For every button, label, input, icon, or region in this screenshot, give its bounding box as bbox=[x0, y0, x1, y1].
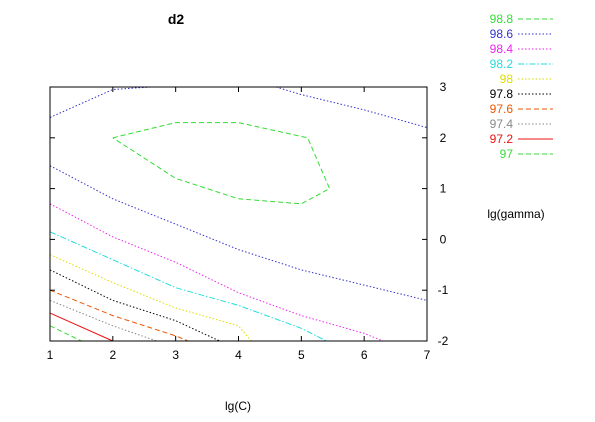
contour-line-98-8-0 bbox=[112, 122, 331, 205]
contour-line-97-4-0 bbox=[49, 299, 157, 342]
y-axis-label: lg(gamma) bbox=[487, 207, 544, 221]
y-tick-label: 3 bbox=[440, 80, 447, 94]
legend-label-97-6: 97.6 bbox=[490, 102, 514, 116]
contour-line-97-2-0 bbox=[49, 312, 114, 342]
contour-line-98-4-0 bbox=[49, 203, 384, 342]
contour-line-98-2-0 bbox=[49, 231, 327, 342]
x-tick-label: 1 bbox=[47, 348, 54, 362]
legend-label-98-6: 98.6 bbox=[490, 27, 514, 41]
contour-line-98-6-2 bbox=[49, 165, 428, 301]
legend-label-98-2: 98.2 bbox=[490, 57, 514, 71]
y-tick-label: 0 bbox=[440, 232, 447, 246]
plot-frame bbox=[49, 86, 428, 342]
x-tick-label: 5 bbox=[298, 348, 305, 362]
x-tick-label: 7 bbox=[424, 348, 431, 362]
legend-label-98: 98 bbox=[500, 72, 514, 86]
legend-label-97-8: 97.8 bbox=[490, 87, 514, 101]
contour-line-98-6-0 bbox=[49, 86, 151, 118]
y-tick-label: 1 bbox=[440, 182, 447, 196]
x-tick-label: 4 bbox=[235, 348, 242, 362]
y-tick-label: -1 bbox=[438, 283, 449, 297]
x-tick-label: 6 bbox=[361, 348, 368, 362]
chart-title: d2 bbox=[168, 11, 185, 27]
contour-line-97-8-0 bbox=[49, 269, 220, 342]
legend-label-97-2: 97.2 bbox=[490, 132, 514, 146]
contour-line-98-0 bbox=[49, 254, 252, 342]
legend-label-98-8: 98.8 bbox=[490, 12, 514, 26]
contour-line-97-6-0 bbox=[49, 289, 189, 342]
y-tick-label: -2 bbox=[438, 334, 449, 348]
y-tick-label: 2 bbox=[440, 131, 447, 145]
x-tick-label: 3 bbox=[172, 348, 179, 362]
x-tick-label: 2 bbox=[109, 348, 116, 362]
contour-line-98-6-1 bbox=[276, 86, 428, 129]
x-axis-label: lg(C) bbox=[225, 399, 251, 413]
legend-label-97-4: 97.4 bbox=[490, 117, 514, 131]
legend-label-97: 97 bbox=[500, 147, 514, 161]
legend-label-98-4: 98.4 bbox=[490, 42, 514, 56]
contour-line-97-0 bbox=[49, 325, 82, 342]
